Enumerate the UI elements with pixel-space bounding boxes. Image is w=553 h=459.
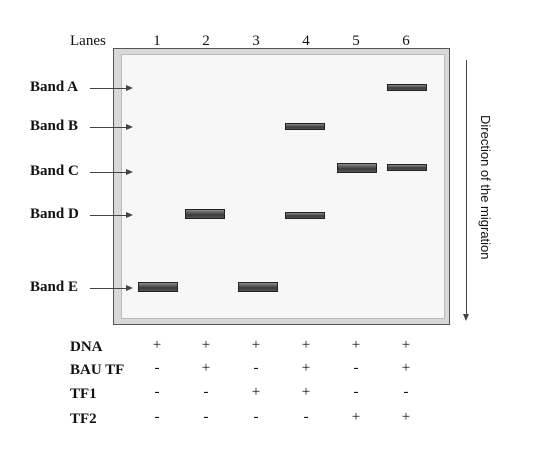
band-lane3-e (238, 282, 278, 292)
lanes-title: Lanes (70, 33, 106, 49)
band-lane4-b (285, 123, 325, 130)
cell-bau-tf-1: - (154, 360, 160, 376)
cell-dna-1: + (152, 337, 162, 353)
lane-number: 1 (153, 33, 161, 49)
band-lane1-e (138, 282, 178, 292)
cell-bau-tf-4: + (301, 360, 311, 376)
band-label-c: Band C (30, 163, 79, 179)
band-b-arrow-line (90, 127, 126, 128)
cell-tf2-3: - (253, 409, 259, 425)
cell-bau-tf-5: - (353, 360, 359, 376)
lane-number: 5 (352, 33, 360, 49)
band-d-arrow-head (126, 212, 133, 218)
cell-dna-3: + (251, 337, 261, 353)
cell-tf1-6: - (403, 384, 409, 400)
cell-bau-tf-3: - (253, 360, 259, 376)
cell-dna-2: + (201, 337, 211, 353)
band-c-arrow-head (126, 169, 133, 175)
cell-dna-4: + (301, 337, 311, 353)
band-c-arrow-line (90, 172, 126, 173)
cell-bau-tf-6: + (401, 360, 411, 376)
cell-tf1-5: - (353, 384, 359, 400)
row-label-dna: DNA (70, 339, 103, 355)
cell-tf1-1: - (154, 384, 160, 400)
band-a-arrow-line (90, 88, 126, 89)
cell-tf2-4: - (303, 409, 309, 425)
cell-bau-tf-2: + (201, 360, 211, 376)
band-e-arrow-line (90, 288, 126, 289)
gel (121, 54, 445, 319)
row-label-bau-tf: BAU TF (70, 362, 125, 378)
cell-dna-6: + (401, 337, 411, 353)
lane-number: 2 (202, 33, 210, 49)
cell-dna-5: + (351, 337, 361, 353)
band-e-arrow-head (126, 285, 133, 291)
band-lane4-d (285, 212, 325, 219)
band-b-arrow-head (126, 124, 133, 130)
band-label-b: Band B (30, 118, 78, 134)
band-lane6-a (387, 84, 427, 91)
band-label-d: Band D (30, 206, 79, 222)
band-d-arrow-line (90, 215, 126, 216)
migration-arrow-head (463, 314, 469, 321)
band-lane2-d (185, 209, 225, 219)
band-label-e: Band E (30, 279, 78, 295)
band-lane6-c (387, 164, 427, 171)
migration-arrow-line (466, 60, 467, 318)
band-a-arrow-head (126, 85, 133, 91)
lane-number: 6 (402, 33, 410, 49)
cell-tf2-5: + (351, 409, 361, 425)
row-label-tf1: TF1 (70, 386, 97, 402)
cell-tf1-4: + (301, 384, 311, 400)
lane-number: 4 (302, 33, 310, 49)
cell-tf1-3: + (251, 384, 261, 400)
cell-tf2-2: - (203, 409, 209, 425)
band-label-a: Band A (30, 79, 78, 95)
cell-tf2-1: - (154, 409, 160, 425)
migration-label: Direction of the migration (478, 115, 493, 260)
lane-number: 3 (252, 33, 260, 49)
cell-tf2-6: + (401, 409, 411, 425)
band-lane5-c (337, 163, 377, 173)
cell-tf1-2: - (203, 384, 209, 400)
row-label-tf2: TF2 (70, 411, 97, 427)
